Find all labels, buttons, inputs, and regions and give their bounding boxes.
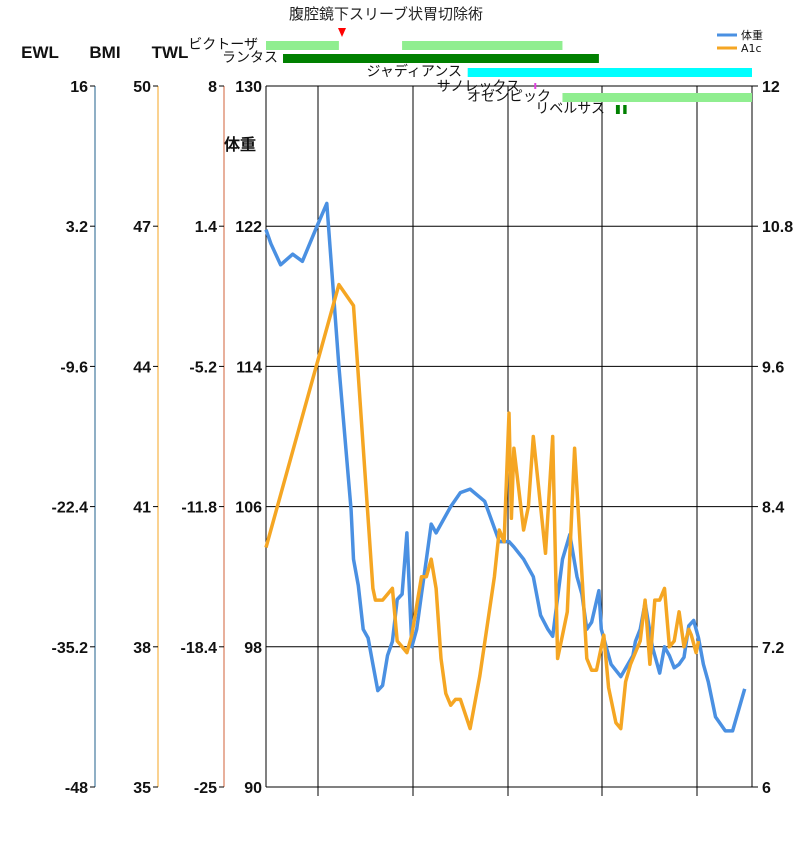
med-label: サノレックス <box>437 79 520 95</box>
tick-label-bmi: 35 <box>133 780 151 797</box>
surgery-marker-icon <box>338 28 346 37</box>
axis-title-ewl: EWL <box>21 43 59 62</box>
tick-label-twl: -25 <box>194 780 217 797</box>
med-label: ランタス <box>222 50 278 66</box>
tick-label-a1c: 6 <box>762 780 771 797</box>
tick-label-a1c: 10.8 <box>762 219 793 236</box>
axis-title-twl: TWL <box>152 43 189 62</box>
tick-label-bmi: 47 <box>133 219 151 236</box>
tick-label-bmi: 38 <box>133 640 151 657</box>
tick-label-ewl: -22.4 <box>52 500 89 517</box>
med-bar <box>623 105 627 114</box>
med-bar <box>266 41 339 50</box>
tick-label-weight: 90 <box>244 780 262 797</box>
series-line-weight <box>264 201 747 733</box>
tick-label-weight: 106 <box>235 500 262 517</box>
tick-label-ewl: 16 <box>70 79 88 96</box>
tick-label-weight: 114 <box>236 359 262 376</box>
series-layer <box>264 201 747 733</box>
legend-label-a1c: A1c <box>741 42 762 55</box>
tick-label-twl: -5.2 <box>189 359 217 376</box>
med-bar <box>467 68 752 77</box>
tick-label-weight: 122 <box>235 219 262 236</box>
tick-label-ewl: -48 <box>65 780 88 797</box>
tick-label-twl: 8 <box>208 79 217 96</box>
med-bar <box>562 93 752 102</box>
tick-label-ewl: -9.6 <box>60 359 88 376</box>
tick-label-bmi: 41 <box>133 500 151 517</box>
axes-layer: 16 3.2 -9.6 -22.4 -35.2 -48 50 47 44 41 38 35 8 1.4 -5… <box>52 79 794 797</box>
tick-label-a1c: 9.6 <box>762 359 784 376</box>
series-line-a1c <box>264 282 701 731</box>
med-bar <box>615 105 620 114</box>
med-bar <box>534 83 537 89</box>
tick-label-a1c: 8.4 <box>762 500 784 517</box>
axis-title-bmi: BMI <box>89 43 120 62</box>
tick-label-twl: -18.4 <box>181 640 218 657</box>
tick-label-ewl: -35.2 <box>52 640 89 657</box>
med-label: リベルサス <box>535 101 605 117</box>
tick-label-a1c: 7.2 <box>762 640 784 657</box>
tick-label-ewl: 3.2 <box>66 219 88 236</box>
tick-label-twl: 1.4 <box>195 219 217 236</box>
med-label: ビクトーザ <box>188 37 258 53</box>
tick-label-bmi: 50 <box>133 79 151 96</box>
tick-label-weight: 98 <box>244 640 262 657</box>
weight-unit-label: 体重 <box>224 135 256 154</box>
tick-label-a1c: 12 <box>762 79 780 96</box>
med-bar <box>283 54 599 63</box>
med-label: ジャディアンス <box>367 63 462 80</box>
surgery-annotation: 腹腔鏡下スリーブ状胃切除術 <box>289 5 483 23</box>
tick-label-twl: -11.8 <box>181 500 217 517</box>
med-bar <box>402 41 563 50</box>
tick-label-bmi: 44 <box>133 359 151 376</box>
legend-label-weight: 体重 <box>741 28 763 42</box>
med-label: オゼンピック <box>467 89 551 105</box>
tick-label-weight: 130 <box>235 79 262 96</box>
legend: 体重 A1c <box>717 28 763 55</box>
